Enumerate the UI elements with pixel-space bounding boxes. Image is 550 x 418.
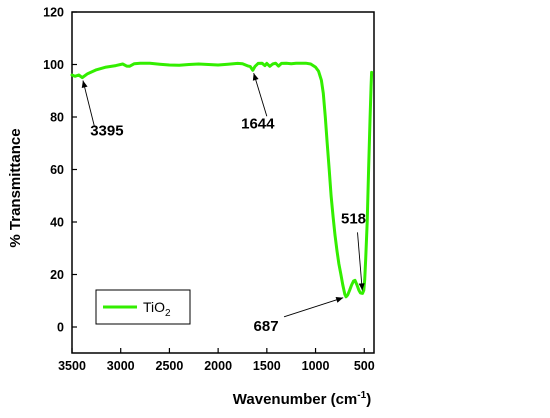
plot-frame <box>71 11 375 354</box>
annotation-arrow-head <box>335 297 344 303</box>
x-axis-title-sup: -1 <box>357 390 366 401</box>
y-tick-label: 20 <box>50 268 64 282</box>
annotation-label: 1644 <box>241 115 275 132</box>
annotation-arrow-line <box>253 73 268 117</box>
legend: TiO2 <box>95 289 191 325</box>
x-axis-title-end: ) <box>366 391 371 408</box>
y-tick-label: 0 <box>57 321 64 335</box>
y-tick-label: 100 <box>43 58 64 72</box>
y-tick-label: 60 <box>50 163 64 177</box>
x-tick-label: 500 <box>354 359 375 373</box>
y-tick-label: 120 <box>43 6 64 20</box>
x-tick-label: 3000 <box>107 359 135 373</box>
y-axis-title: % Transmittance <box>7 128 24 247</box>
x-tick-label: 3500 <box>58 359 86 373</box>
x-tick-label: 2000 <box>204 359 232 373</box>
legend-label-sub: 2 <box>165 308 171 319</box>
annotation-arrow-line <box>283 297 344 318</box>
annotation-arrow-head <box>81 80 88 89</box>
annotation-arrow-line <box>82 80 95 126</box>
x-tick-label: 1000 <box>302 359 330 373</box>
x-axis-title-main: Wavenumber (cm <box>233 391 357 408</box>
legend-label-main: TiO <box>143 299 165 315</box>
annotation-arrow-head <box>358 283 365 291</box>
annotation-arrow-head <box>252 73 259 81</box>
legend-label: TiO2 <box>143 299 171 319</box>
y-tick-label: 80 <box>50 111 64 125</box>
x-axis-title: Wavenumber (cm-1) <box>233 390 371 408</box>
annotation-arrow-line <box>357 232 363 291</box>
series-line <box>70 61 374 299</box>
y-tick-label: 40 <box>50 216 64 230</box>
x-tick-label: 2500 <box>156 359 184 373</box>
annotations-group: 3395 1644 687 518 <box>81 73 366 335</box>
annotation-label: 3395 <box>90 123 123 140</box>
x-tick-label: 1500 <box>253 359 281 373</box>
tick-labels-group: 3500 3000 2500 2000 1500 1000 500 0 20 40 60 80 100 1… <box>43 6 375 374</box>
annotation-label: 518 <box>341 210 366 227</box>
ticks-group <box>71 11 365 353</box>
annotation-label: 687 <box>254 318 279 335</box>
